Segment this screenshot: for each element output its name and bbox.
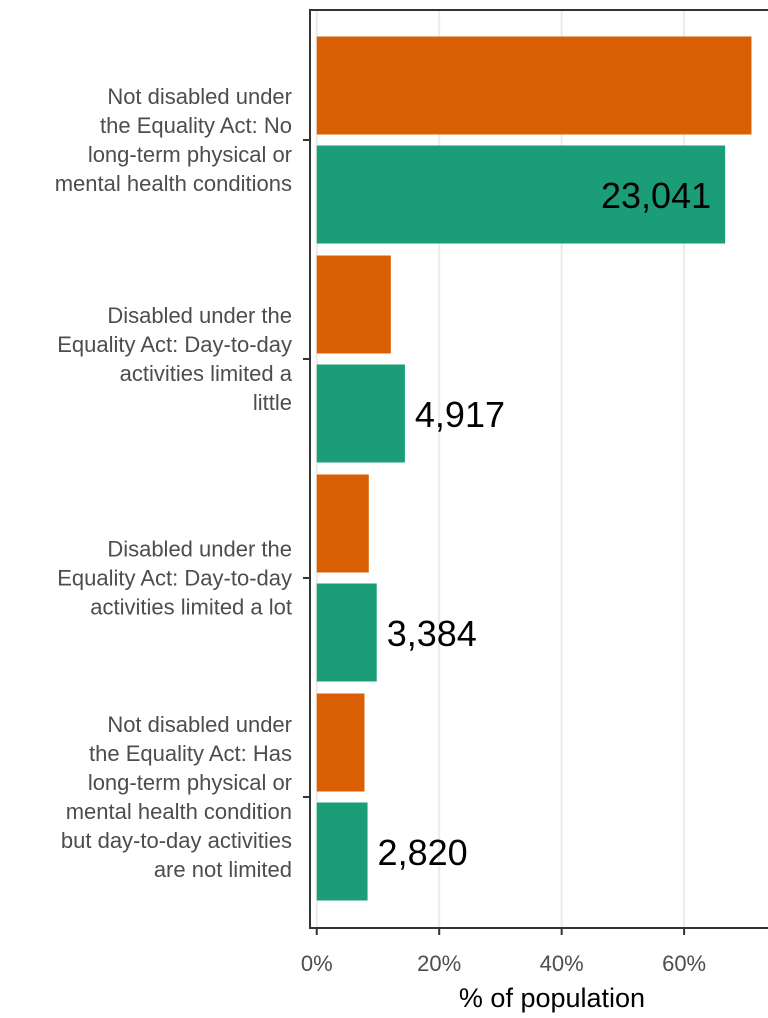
x-tick-label: 60% <box>662 951 706 976</box>
category-label: Disabled under the Equality Act: Day-to-… <box>57 536 292 620</box>
panel-border <box>309 9 768 929</box>
bar <box>316 145 726 244</box>
data-label: 23,041 <box>601 175 711 216</box>
bar <box>316 364 405 463</box>
bar <box>316 583 377 682</box>
category-label: Not disabled under the Equality Act: Has… <box>60 712 292 882</box>
data-label: 4,917 <box>415 394 505 435</box>
bar <box>316 802 368 901</box>
data-label: 3,384 <box>387 613 477 654</box>
category-label: Not disabled under the Equality Act: No … <box>54 84 292 196</box>
x-axis-title: % of population <box>459 983 645 1013</box>
bar <box>316 474 369 573</box>
bar <box>316 36 752 135</box>
x-tick-label: 0% <box>301 951 333 976</box>
bar <box>316 693 365 792</box>
x-tick-label: 40% <box>540 951 584 976</box>
x-tick-label: 20% <box>417 951 461 976</box>
data-label: 2,820 <box>378 832 468 873</box>
category-label: Disabled under the Equality Act: Day-to-… <box>57 303 292 415</box>
bar <box>316 255 391 354</box>
